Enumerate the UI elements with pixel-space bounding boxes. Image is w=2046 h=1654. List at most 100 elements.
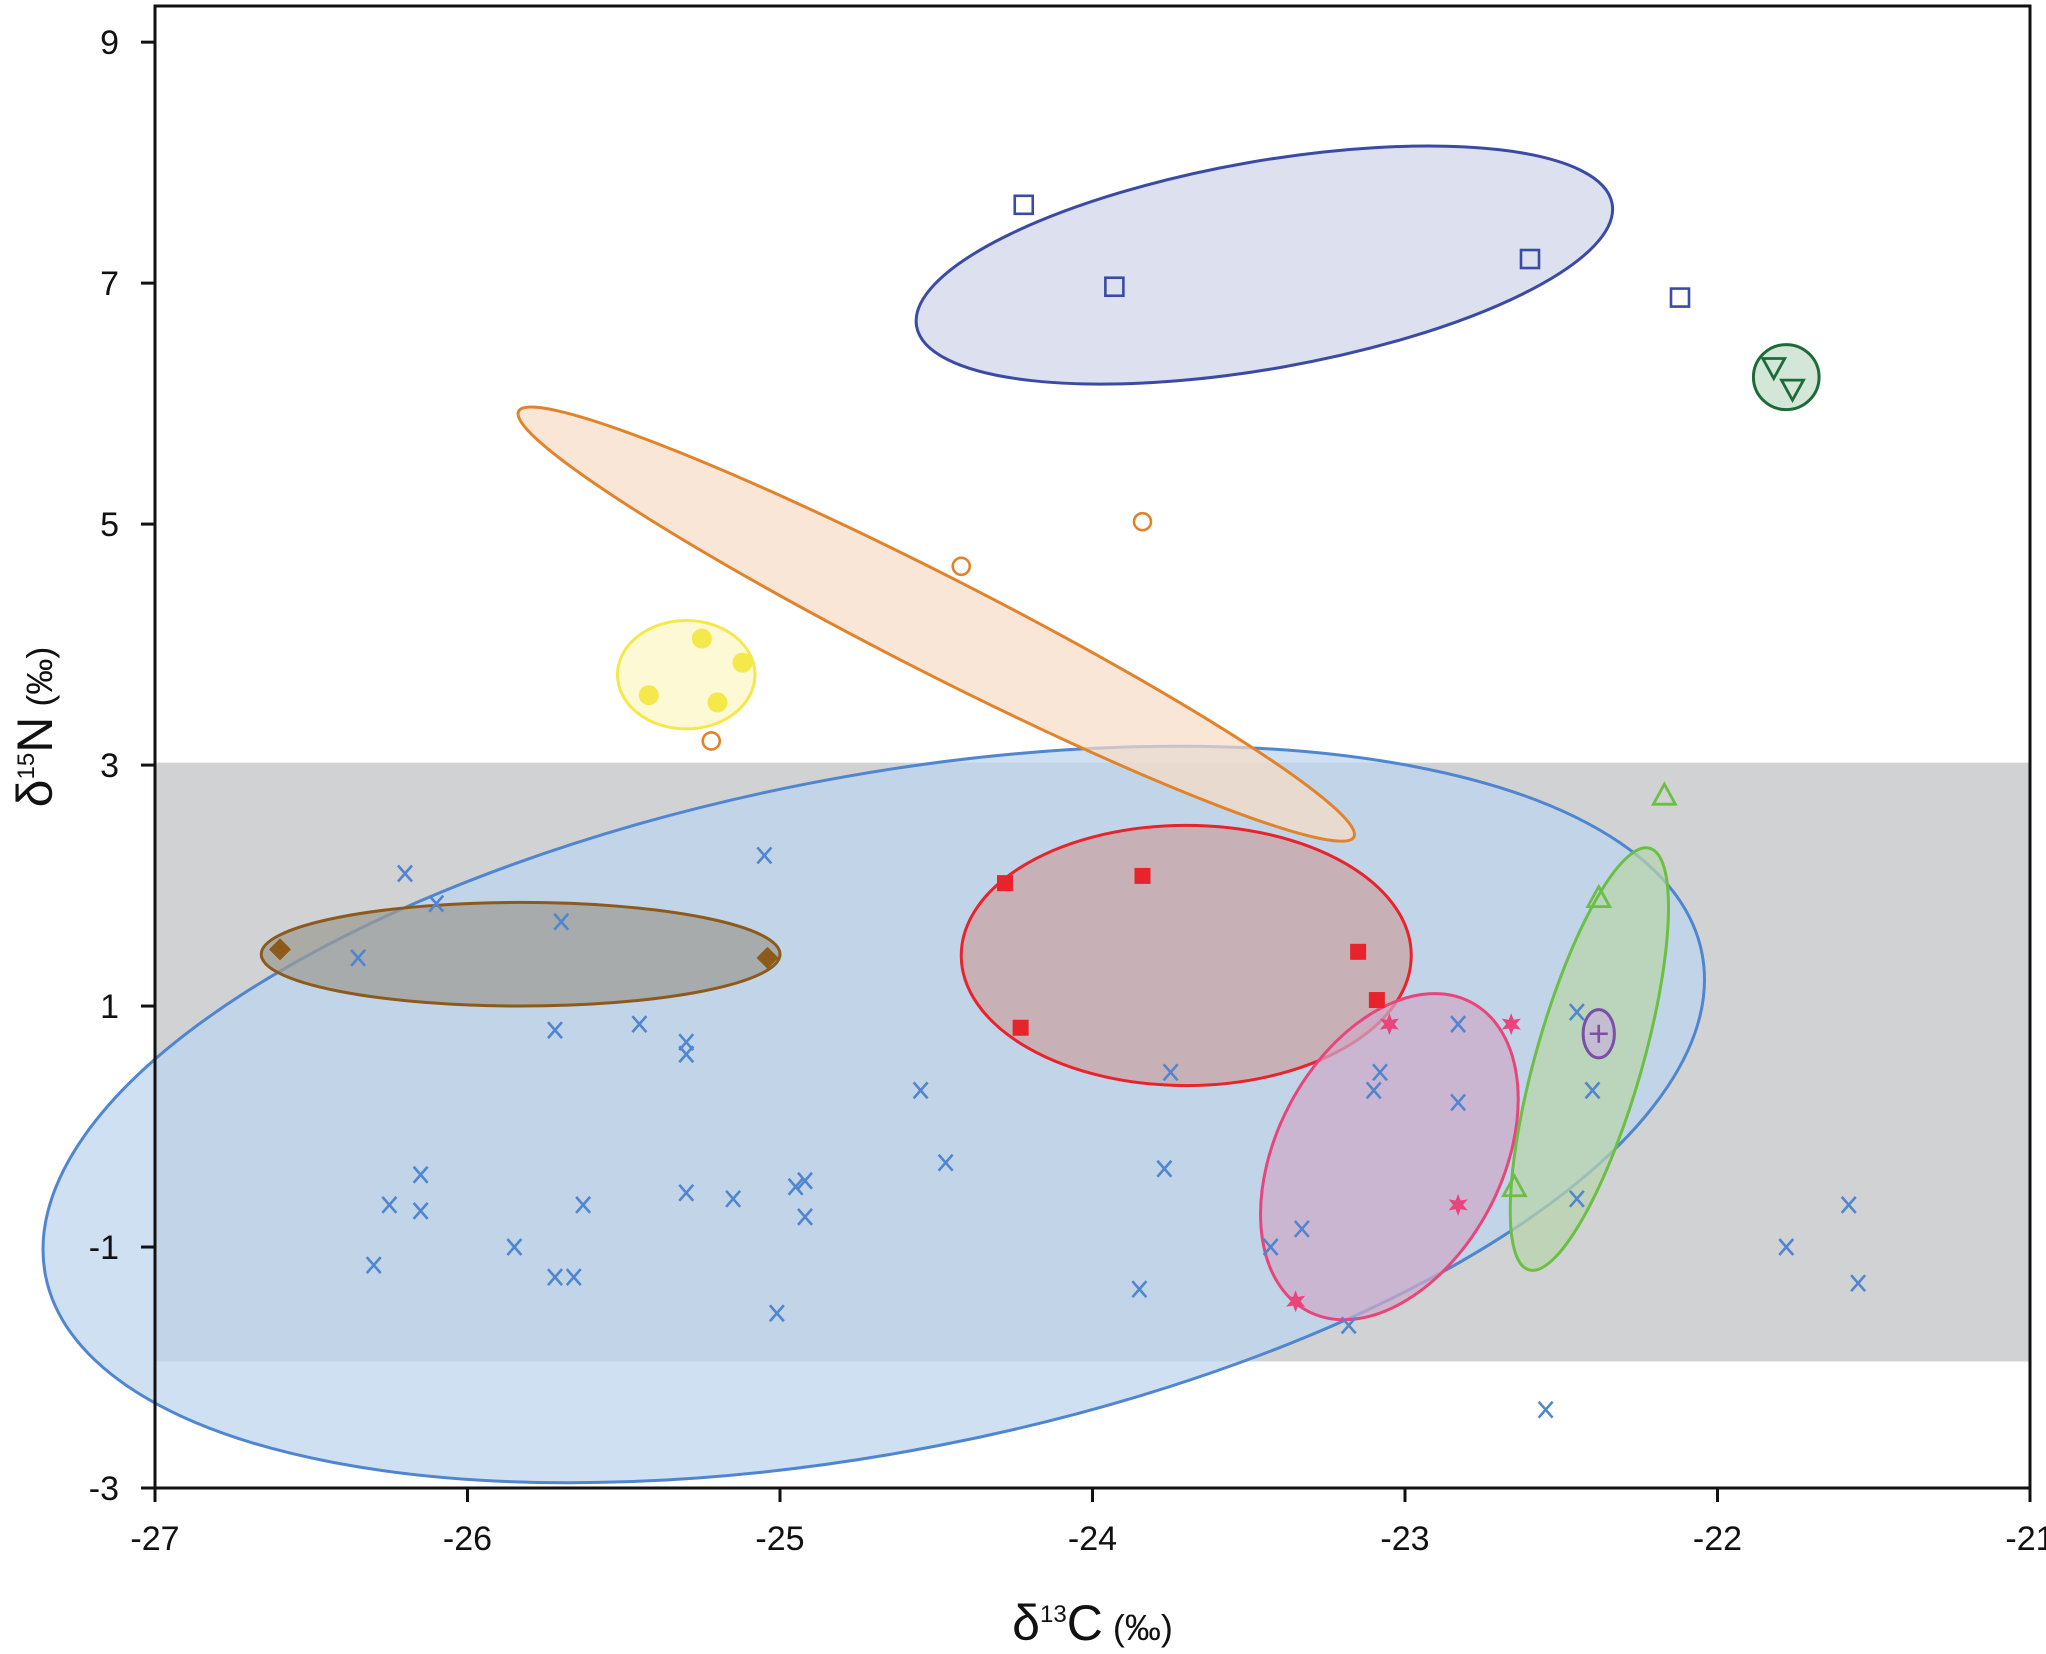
data-point-group-1 (937, 1153, 954, 1172)
data-point-group-1 (1568, 1189, 1585, 1208)
data-point-group-2 (1669, 287, 1691, 308)
data-point-group-1 (575, 1195, 592, 1214)
y-axis-isotope: 15 (13, 753, 40, 780)
group-ellipse-6 (259, 900, 782, 1008)
y-tick-label: 1 (100, 988, 119, 1026)
data-point-group-8 (1286, 1290, 1306, 1313)
data-point-group-9 (1501, 1172, 1528, 1198)
data-points (269, 194, 1867, 1419)
data-point-group-1 (631, 1015, 648, 1033)
data-point-group-1 (428, 894, 445, 913)
y-axis-unit: (‰) (19, 647, 60, 707)
y-axis-element: N (7, 717, 63, 753)
data-point-group-5 (691, 628, 712, 649)
x-tick-label: -21 (2005, 1520, 2046, 1558)
data-point-group-8 (1379, 1013, 1399, 1036)
data-point-group-1 (768, 1304, 785, 1323)
y-tick-label: 5 (100, 506, 119, 544)
data-point-group-1 (1156, 1159, 1173, 1178)
x-axis-isotope: 13 (1040, 1601, 1067, 1628)
data-point-group-7 (1368, 992, 1385, 1009)
data-point-group-7 (1350, 943, 1367, 960)
data-point-group-10 (1589, 1024, 1608, 1043)
data-point-group-1 (1450, 1015, 1467, 1033)
y-tick-label: 9 (100, 24, 119, 62)
data-point-group-1 (565, 1268, 582, 1287)
data-point-group-1 (547, 1268, 563, 1287)
data-point-group-1 (553, 912, 570, 931)
data-point-group-1 (1840, 1195, 1857, 1214)
data-point-group-1 (547, 1021, 563, 1040)
data-point-group-7 (1134, 867, 1151, 884)
data-point-group-1 (756, 846, 773, 865)
group-ellipse-9 (1508, 846, 1671, 1272)
x-axis-unit: (‰) (1113, 1607, 1173, 1648)
data-point-group-6 (756, 946, 779, 969)
data-point-group-2 (1013, 194, 1035, 216)
data-point-group-2 (1519, 248, 1541, 270)
data-point-group-5 (638, 685, 659, 706)
data-point-group-7 (997, 875, 1013, 892)
x-axis-element: C (1067, 1595, 1103, 1651)
data-point-group-1 (397, 864, 413, 883)
data-point-group-3 (1760, 357, 1788, 382)
data-point-group-1 (350, 948, 367, 967)
data-point-group-1 (725, 1189, 742, 1208)
data-point-group-1 (1568, 1003, 1585, 1021)
x-axis-title: δ13C (‰) (1012, 1595, 1173, 1651)
group-ellipse-4 (516, 405, 1356, 843)
data-point-group-9 (1585, 883, 1613, 909)
data-point-group-8 (1448, 1193, 1468, 1216)
data-point-group-4 (701, 731, 722, 751)
data-point-group-1 (678, 1045, 695, 1064)
data-point-group-1 (412, 1165, 429, 1184)
y-tick-label: -3 (89, 1470, 119, 1508)
data-point-group-7 (1012, 1019, 1029, 1036)
data-point-group-1 (412, 1202, 429, 1220)
y-axis-title: δ15N (‰) (7, 647, 63, 808)
data-point-group-1 (1365, 1081, 1382, 1100)
x-tick-label: -23 (1380, 1520, 1429, 1558)
x-tick-label: -26 (443, 1520, 492, 1558)
data-point-group-1 (1537, 1400, 1554, 1419)
x-axis-ticks: -27 -26 -25 -24 -23 -22 -21 (130, 1488, 2046, 1558)
data-point-group-1 (678, 1183, 695, 1202)
data-point-group-8 (1501, 1013, 1521, 1036)
group-ellipse-7 (959, 823, 1413, 1088)
group-ellipse-5 (616, 618, 757, 731)
data-point-group-5 (707, 692, 728, 713)
data-point-group-1 (1850, 1274, 1867, 1293)
data-point-group-1 (1340, 1316, 1357, 1335)
group-ellipse-2 (914, 144, 1615, 386)
data-point-group-4 (1132, 511, 1153, 532)
data-point-group-1 (1162, 1063, 1179, 1082)
data-point-group-1 (787, 1177, 804, 1196)
x-tick-label: -27 (130, 1520, 179, 1558)
data-point-group-1 (1778, 1238, 1795, 1256)
x-axis-symbol: δ (1012, 1595, 1040, 1651)
data-point-group-1 (1262, 1238, 1279, 1256)
data-point-group-1 (912, 1081, 929, 1100)
data-point-group-1 (365, 1256, 382, 1274)
data-point-group-2 (1104, 276, 1125, 298)
data-point-group-1 (1584, 1081, 1601, 1100)
y-tick-label: 7 (100, 265, 119, 303)
y-tick-label: 3 (100, 747, 119, 785)
data-point-group-1 (1293, 1220, 1310, 1238)
group-ellipse-8 (1259, 992, 1520, 1322)
y-axis-symbol: δ (7, 779, 63, 807)
x-tick-label: -24 (1068, 1520, 1117, 1558)
x-tick-label: -22 (1693, 1520, 1742, 1558)
data-point-group-1 (381, 1195, 398, 1214)
data-point-group-4 (951, 556, 972, 577)
group-ellipse-3 (1751, 343, 1821, 412)
data-point-group-1 (797, 1208, 813, 1226)
data-point-group-1 (1131, 1280, 1148, 1299)
y-tick-label: -1 (89, 1229, 119, 1267)
y-axis-ticks: -3 -1 1 3 5 7 9 (89, 24, 155, 1508)
data-point-group-1 (1450, 1093, 1467, 1112)
data-point-group-3 (1779, 378, 1806, 404)
data-point-group-9 (1651, 781, 1678, 806)
data-point-group-6 (269, 938, 291, 961)
